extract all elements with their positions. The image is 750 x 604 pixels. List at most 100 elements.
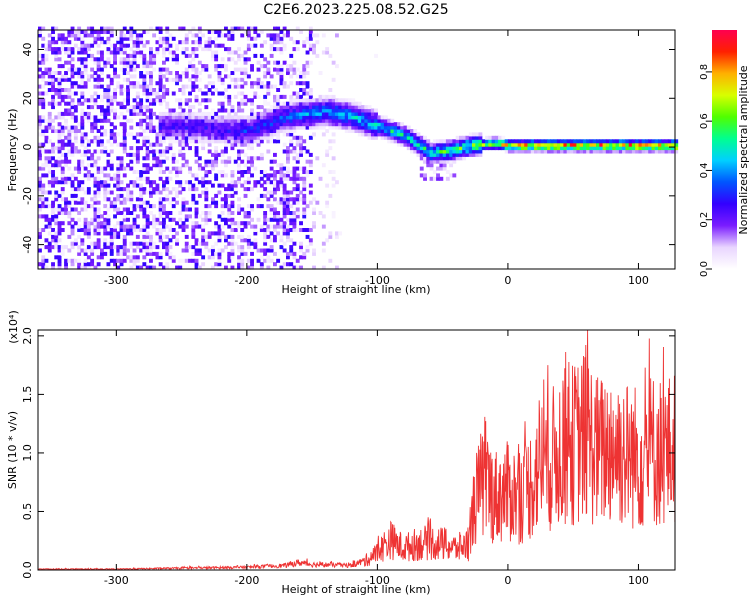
spectrogram-cell bbox=[116, 234, 121, 239]
spectrogram-cell bbox=[269, 193, 274, 198]
spectrogram-cell bbox=[181, 204, 186, 209]
spectrogram-cell bbox=[292, 221, 297, 226]
spectrogram-cell bbox=[126, 187, 130, 192]
spectrogram-cell bbox=[116, 207, 121, 212]
spectrogram-cell bbox=[279, 36, 284, 41]
spectrogram-cell bbox=[73, 149, 78, 154]
spectrogram-cell bbox=[191, 74, 196, 79]
spectrogram-cell bbox=[243, 122, 248, 127]
spectrogram-cell bbox=[60, 132, 65, 137]
spectrogram-cell bbox=[57, 149, 62, 154]
spectrogram-cell bbox=[67, 67, 72, 72]
spectrogram-cell bbox=[83, 190, 88, 195]
spectrogram-cell bbox=[253, 241, 258, 246]
spectrogram-y-axis-label: Frequency (Hz) bbox=[6, 109, 19, 192]
spectrogram-cell bbox=[220, 173, 225, 178]
spectrogram-cell bbox=[103, 146, 108, 151]
spectrogram-cell bbox=[432, 146, 437, 151]
spectrogram-cell bbox=[149, 245, 153, 250]
spectrogram-cell bbox=[201, 129, 206, 134]
spectrogram-cell bbox=[602, 146, 607, 151]
spectrogram-cell bbox=[194, 200, 199, 205]
spectrogram-cell bbox=[86, 111, 91, 116]
spectrogram-cell bbox=[145, 40, 150, 45]
spectrogram-cell bbox=[494, 142, 499, 147]
spectrogram-cell bbox=[126, 91, 130, 96]
spectrogram-cell bbox=[80, 228, 85, 233]
spectrogram-cell bbox=[181, 125, 186, 130]
spectrogram-cell bbox=[197, 193, 202, 198]
spectrogram-cell bbox=[119, 111, 124, 116]
spectrogram-cell bbox=[90, 53, 95, 58]
spectrogram-cell bbox=[217, 33, 222, 38]
spectrogram-cell bbox=[308, 228, 313, 233]
spectrogram-cell bbox=[129, 60, 134, 65]
spectrogram-cell bbox=[266, 91, 271, 96]
spectrogram-cell bbox=[299, 228, 303, 233]
spectrogram-cell bbox=[188, 122, 192, 127]
spectrogram-cell bbox=[436, 149, 440, 154]
spectrogram-cell bbox=[397, 139, 401, 144]
spectrogram-cell bbox=[240, 129, 245, 134]
spectrogram-cell bbox=[64, 142, 68, 147]
spectrogram-cell bbox=[51, 156, 55, 161]
spectrogram-cell bbox=[243, 170, 248, 175]
spectrogram-cell bbox=[57, 33, 62, 38]
spectrogram-cell bbox=[302, 88, 307, 93]
spectrogram-cell bbox=[380, 122, 385, 127]
spectrogram-cell bbox=[77, 163, 82, 168]
spectrogram-cell bbox=[348, 115, 352, 120]
spectrogram-cell bbox=[142, 74, 147, 79]
spectrogram-cell bbox=[295, 166, 300, 171]
spectrogram-cell bbox=[175, 170, 179, 175]
spectrogram-cell bbox=[119, 43, 124, 48]
spectrogram-cell bbox=[116, 156, 121, 161]
spectrogram-cell bbox=[135, 105, 140, 110]
spectrogram-cell bbox=[263, 251, 268, 256]
spectrogram-cell bbox=[51, 129, 55, 134]
spectrogram-cell bbox=[158, 88, 163, 93]
spectrogram-cell bbox=[122, 26, 127, 31]
spectrogram-cell bbox=[70, 262, 75, 267]
spectrogram-cell bbox=[380, 135, 385, 140]
spectrogram-cell bbox=[442, 159, 447, 164]
spectrogram-cell bbox=[279, 30, 284, 35]
spectrogram-cell bbox=[204, 197, 209, 202]
spectrogram-cell bbox=[168, 245, 173, 250]
spectrogram-cell bbox=[181, 142, 186, 147]
spectrogram-cell bbox=[674, 142, 679, 147]
spectrogram-cell bbox=[96, 214, 101, 219]
spectrogram-cell bbox=[67, 53, 72, 58]
spectrogram-cell bbox=[129, 193, 134, 198]
spectrogram-cell bbox=[292, 228, 297, 233]
spectrogram-cell bbox=[413, 142, 418, 147]
spectrogram-cell bbox=[103, 221, 108, 226]
spectrogram-cell bbox=[158, 111, 163, 116]
spectrogram-cell bbox=[250, 207, 254, 212]
spectrogram-cell bbox=[116, 50, 121, 55]
spectrogram-cell bbox=[224, 135, 228, 140]
spectrogram-cell bbox=[100, 149, 104, 154]
spectrogram-cell bbox=[273, 118, 277, 123]
spectrogram-cell bbox=[103, 211, 108, 216]
spectrogram-cell bbox=[158, 176, 163, 181]
spectrogram-cell bbox=[80, 111, 85, 116]
spectrogram-cell bbox=[220, 105, 225, 110]
spectrogram-cell bbox=[390, 129, 395, 134]
spectrogram-cell bbox=[93, 241, 98, 246]
spectrogram-cell bbox=[145, 265, 150, 270]
spectrogram-cell bbox=[184, 67, 189, 72]
spectrogram-cell bbox=[305, 91, 310, 96]
spectrogram-cell bbox=[100, 214, 104, 219]
spectrogram-cell bbox=[289, 139, 294, 144]
spectrogram-cell bbox=[90, 258, 95, 263]
spectrogram-cell bbox=[181, 200, 186, 205]
spectrogram-cell bbox=[475, 132, 480, 137]
spectrogram-cell bbox=[47, 139, 52, 144]
spectrogram-cell bbox=[175, 231, 179, 236]
spectrogram-cell bbox=[263, 94, 268, 99]
spectrogram-cell bbox=[168, 77, 173, 82]
spectrogram-cell bbox=[194, 159, 199, 164]
spectrogram-cell bbox=[162, 265, 166, 270]
